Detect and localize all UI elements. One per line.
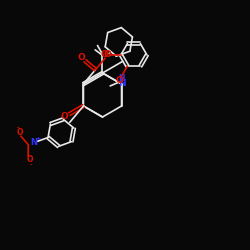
Text: O: O [100,50,108,59]
Text: +: + [35,136,41,141]
Text: O: O [77,53,85,62]
Text: N: N [30,138,37,147]
Text: O: O [104,50,112,59]
Text: O: O [16,128,23,137]
Text: O: O [61,112,68,122]
Text: O: O [26,156,33,164]
Text: -: - [17,126,19,130]
Text: O: O [115,76,123,85]
Text: H: H [118,74,125,83]
Text: -: - [30,162,32,167]
Text: N: N [118,80,125,88]
